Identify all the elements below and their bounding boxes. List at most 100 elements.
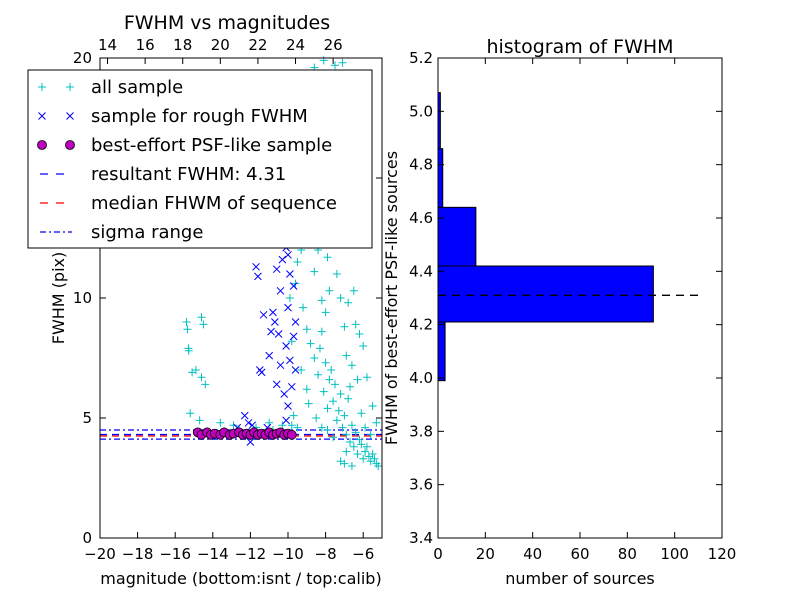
histogram-bar [437, 206, 477, 267]
all-sample-point [357, 440, 366, 449]
rough-fwhm-point [284, 250, 292, 259]
all-sample-point [374, 462, 383, 470]
all-sample-point [370, 454, 379, 463]
rough-fwhm-point [272, 380, 281, 389]
all-sample-point [312, 414, 321, 422]
all-sample-point [321, 358, 330, 367]
rough-fwhm-point [282, 342, 290, 350]
y-tick-label: 3.8 [409, 422, 433, 440]
y-tick-label: 4.4 [409, 262, 433, 280]
x-tick-label: −18 [122, 545, 154, 563]
all-sample-point [331, 380, 339, 389]
rough-fwhm-point [291, 318, 300, 326]
y-tick-label: 4.6 [409, 209, 433, 227]
x-tick-label: −12 [235, 545, 267, 563]
all-sample-point [197, 373, 206, 382]
psf-like-point [286, 429, 297, 440]
all-sample-point [293, 423, 302, 432]
all-sample-point [346, 382, 355, 391]
all-sample-point [229, 421, 238, 430]
histogram-title: histogram of FWHM [486, 36, 673, 58]
legend-marker [38, 112, 46, 120]
all-sample-point [302, 325, 311, 334]
all-sample-point [216, 418, 225, 427]
y-tick-label: 4.0 [409, 369, 433, 387]
rough-fwhm-point [287, 382, 296, 391]
all-sample-point [344, 298, 353, 307]
rough-fwhm-point [286, 270, 294, 278]
rough-fwhm-point [276, 361, 285, 370]
histogram-y-axis-label: FWHM of best-effort PSF-like sources [382, 151, 401, 445]
legend-entry-label: sigma range [91, 222, 203, 243]
all-sample-point [278, 421, 287, 430]
x-tick-label: 60 [570, 545, 589, 563]
rough-fwhm-point [276, 286, 285, 295]
y-tick-label: 10 [73, 289, 92, 307]
all-sample-point [302, 385, 311, 394]
y-tick-label: 0 [82, 529, 92, 547]
legend-entry-label: best-effort PSF-like sample [91, 135, 332, 156]
rough-fwhm-point [274, 330, 283, 338]
rough-fwhm-point [267, 327, 275, 336]
all-sample-point [368, 402, 377, 410]
all-sample-point [342, 351, 351, 360]
all-sample-point [334, 406, 343, 415]
y-tick-label: 20 [73, 49, 92, 67]
all-sample-point [285, 294, 294, 302]
all-sample-point [338, 423, 347, 432]
legend-marker [66, 112, 74, 120]
all-sample-point [304, 399, 313, 408]
x-tick-label: −8 [315, 545, 337, 563]
rough-fwhm-point [254, 272, 262, 281]
all-sample-point [327, 366, 336, 374]
all-sample-point [355, 435, 364, 444]
y-tick-label: 5.0 [409, 102, 433, 120]
x-tick-label: −14 [197, 545, 229, 563]
all-sample-point [353, 375, 362, 384]
all-sample-point [321, 308, 330, 317]
rough-fwhm-point [246, 438, 255, 446]
all-sample-point [314, 370, 323, 379]
all-sample-point [372, 418, 381, 427]
all-sample-point [361, 423, 370, 432]
all-sample-point [191, 366, 200, 374]
rough-fwhm-point [252, 262, 260, 271]
all-sample-point [325, 286, 334, 295]
all-sample-point [183, 325, 192, 334]
x-tick-label: 100 [660, 545, 689, 563]
all-sample-point [351, 428, 360, 437]
scatter-legend: all sample sample for rough FWHM best-effo… [27, 69, 373, 249]
rough-fwhm-point [284, 402, 292, 410]
scatter-y-axis-label: FWHM (pix) [49, 252, 68, 345]
all-sample-point [344, 394, 353, 403]
all-sample-point [336, 294, 345, 302]
legend-marker [38, 83, 46, 91]
all-sample-point [315, 344, 324, 353]
x-tick-label: 80 [618, 545, 637, 563]
y-tick-label: 5.2 [409, 49, 433, 67]
all-sample-point [325, 375, 334, 384]
legend-entry-label: sample for rough FWHM [91, 106, 308, 127]
scatter-x-axis-label: magnitude (bottom:isnt / top:calib) [100, 569, 381, 588]
all-sample-point [359, 342, 368, 350]
scatter-title: FWHM vs magnitudes [124, 12, 330, 34]
all-sample-point [287, 421, 296, 430]
legend-marker [66, 83, 74, 91]
y-tick-label: 4.8 [409, 156, 433, 174]
x-tick-label: 40 [523, 545, 542, 563]
rough-fwhm-point [270, 318, 279, 326]
top-tick-label: 16 [136, 36, 155, 54]
all-sample-point [359, 454, 368, 463]
all-sample-point [347, 462, 356, 470]
all-sample-point [357, 409, 366, 418]
all-sample-point [186, 409, 195, 418]
top-tick-label: 18 [173, 36, 192, 54]
legend-entry-label: all sample [91, 77, 183, 98]
all-sample-point [310, 267, 319, 276]
top-tick-label: 14 [98, 36, 117, 54]
all-sample-point [199, 320, 208, 329]
all-sample-point [317, 327, 326, 336]
rough-fwhm-point [240, 411, 249, 420]
all-sample-point [331, 61, 339, 70]
